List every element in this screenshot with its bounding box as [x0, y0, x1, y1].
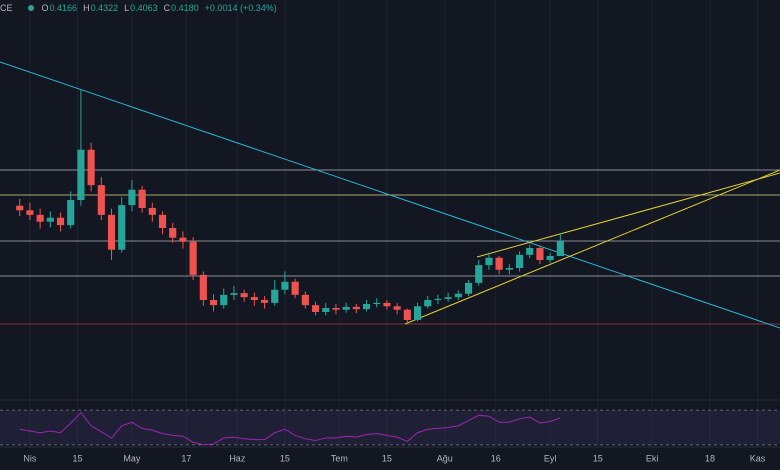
- x-tick-label: 15: [382, 453, 392, 463]
- candle-body: [209, 300, 218, 306]
- candle-body: [495, 257, 503, 270]
- candle-body: [67, 200, 75, 226]
- candle-body: [515, 254, 524, 268]
- candle-body: [322, 308, 330, 312]
- label: H: [83, 3, 90, 13]
- x-tick-label: 15: [280, 453, 290, 463]
- grid: [29, 0, 759, 447]
- candle-body: [179, 237, 187, 242]
- candle-body: [148, 208, 156, 215]
- candle-body: [464, 282, 473, 294]
- candle-body: [77, 149, 85, 200]
- candle-body: [271, 289, 279, 303]
- candle-body: [526, 248, 534, 255]
- candle-body: [230, 293, 238, 295]
- value: 0.4063: [130, 3, 158, 13]
- candle-body: [536, 248, 544, 260]
- trend-line: [476, 172, 780, 258]
- change: +0.0014 (+0.34%): [204, 3, 277, 13]
- trend-line: [0, 61, 780, 329]
- x-tick-label: Eyl: [544, 453, 557, 463]
- x-tick-label: Haz: [229, 453, 246, 463]
- x-tick-label: Eki: [646, 453, 659, 463]
- candle-body: [311, 305, 320, 312]
- x-tick-label: Ağu: [437, 453, 453, 463]
- candle-body: [342, 306, 350, 310]
- value: 0.4180: [171, 3, 199, 13]
- legend-header: CE O0.4166 H0.4322 L0.4063 C0.4180 +0.0014 (+…: [0, 3, 283, 13]
- candle-body: [36, 214, 44, 222]
- candle-body: [16, 205, 24, 211]
- label: C: [163, 3, 171, 13]
- x-tick-label: 15: [73, 453, 83, 463]
- rsi-line: [19, 411, 561, 446]
- x-tick-label: 17: [181, 453, 191, 463]
- x-tick-label: 15: [593, 453, 603, 463]
- layout: [0, 61, 780, 448]
- rsi-band: [0, 410, 780, 445]
- trend-line: [404, 169, 780, 325]
- candle-body: [189, 241, 197, 275]
- candle-body: [118, 205, 126, 250]
- candle-body: [138, 189, 146, 208]
- candle-body: [169, 228, 177, 238]
- label: L: [124, 3, 130, 13]
- x-tick-label: Kas: [750, 453, 766, 463]
- candle-body: [56, 217, 65, 226]
- candle-body: [281, 281, 289, 290]
- candle-body: [199, 274, 207, 300]
- candle-body: [240, 293, 248, 298]
- candle-body: [26, 210, 34, 215]
- candle-body: [373, 302, 381, 304]
- label: O: [41, 3, 49, 13]
- x-tick-label: May: [123, 453, 141, 463]
- candle-body: [444, 297, 452, 299]
- candle-body: [250, 297, 258, 300]
- candle-body: [332, 308, 340, 310]
- symbol: CE: [0, 3, 13, 13]
- candle-body: [260, 300, 269, 303]
- x-tick-label: Tem: [331, 453, 348, 463]
- status-dot: [27, 5, 34, 11]
- candle-body: [158, 214, 167, 228]
- candle-body: [485, 257, 493, 266]
- candle-body: [505, 268, 513, 270]
- value: 0.4322: [90, 3, 119, 13]
- x-tick-label: 18: [705, 453, 715, 463]
- candle-body: [107, 214, 116, 250]
- value: 0.4166: [49, 3, 78, 13]
- candle-body: [403, 309, 411, 320]
- candle-body: [393, 306, 401, 310]
- candle-body: [128, 189, 136, 206]
- candle-body: [546, 256, 554, 260]
- candle-body: [454, 293, 462, 298]
- candle-body: [424, 300, 432, 307]
- candle-body: [46, 217, 54, 222]
- candle-body: [220, 294, 228, 306]
- candle-body: [352, 306, 360, 310]
- candle-body: [87, 149, 95, 186]
- candle-body: [556, 241, 564, 256]
- candle-body: [475, 265, 483, 283]
- candle-body: [434, 298, 442, 300]
- candle-body: [97, 185, 105, 215]
- candle-body: [413, 306, 422, 320]
- candle-body: [291, 281, 299, 295]
- candle-body: [383, 302, 391, 307]
- candle-body: [301, 294, 309, 306]
- x-tick-label: Nis: [23, 453, 36, 463]
- candle-body: [362, 304, 371, 310]
- x-tick-label: 16: [491, 453, 501, 463]
